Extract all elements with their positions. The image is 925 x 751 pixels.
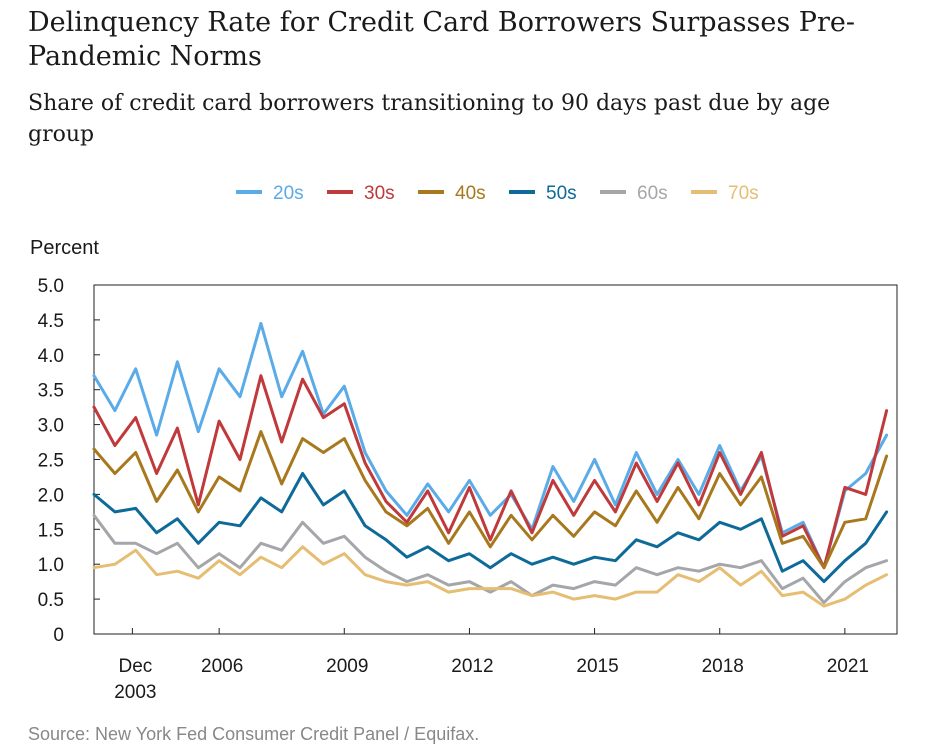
chart-subtitle: Share of credit card borrowers transitio… bbox=[28, 91, 831, 147]
y-tick-label: 3.0 bbox=[38, 416, 64, 437]
y-tick-label: 0 bbox=[53, 625, 64, 646]
y-tick-label: 3.5 bbox=[38, 381, 64, 402]
x-tick-label: 2012 bbox=[451, 656, 493, 677]
y-tick-label: 1.0 bbox=[38, 555, 64, 576]
y-tick-label: 2.5 bbox=[38, 451, 64, 472]
series-line-30s bbox=[92, 374, 889, 570]
series-line-40s bbox=[92, 430, 889, 570]
y-tick-label: 5.0 bbox=[38, 276, 64, 297]
legend-label-70s: 70s bbox=[728, 183, 759, 204]
legend-label-40s: 40s bbox=[455, 183, 486, 204]
y-tick-label: 0.5 bbox=[38, 590, 64, 611]
y-tick-label: 1.5 bbox=[38, 520, 64, 541]
series-line-50s bbox=[92, 472, 889, 584]
source-note: Source: New York Fed Consumer Credit Pan… bbox=[28, 724, 480, 744]
chart-legend: 20s 30s 40s 50s 60s 70s bbox=[236, 183, 759, 204]
y-axis: 0 0.5 1.0 1.5 2.0 2.5 3.0 3.5 4.0 4.5 5.0 bbox=[38, 276, 100, 646]
y-tick-label: 4.0 bbox=[38, 346, 64, 367]
y-tick-label: 4.5 bbox=[38, 311, 64, 332]
y-tick-label: 2.0 bbox=[38, 485, 64, 506]
x-tick-label: 2006 bbox=[201, 656, 243, 677]
x-axis: Dec 2003 2006 2009 2012 2015 2018 2021 bbox=[114, 628, 869, 703]
series-line-60s bbox=[92, 513, 889, 605]
x-tick-label: 2009 bbox=[326, 656, 368, 677]
x-tick-label: 2018 bbox=[702, 656, 744, 677]
x-tick-label: 2015 bbox=[576, 656, 618, 677]
y-axis-label: Percent bbox=[30, 237, 99, 259]
series-line-70s bbox=[92, 545, 889, 608]
chart-title: Delinquency Rate for Credit Card Borrowe… bbox=[28, 7, 855, 72]
series-lines bbox=[92, 321, 889, 608]
legend-label-30s: 30s bbox=[364, 183, 395, 204]
x-tick-label: 2003 bbox=[114, 682, 156, 703]
legend-label-50s: 50s bbox=[546, 183, 577, 204]
x-tick-label: 2021 bbox=[827, 656, 869, 677]
legend-label-60s: 60s bbox=[637, 183, 668, 204]
legend-label-20s: 20s bbox=[273, 183, 304, 204]
x-tick-label: Dec bbox=[118, 656, 152, 677]
